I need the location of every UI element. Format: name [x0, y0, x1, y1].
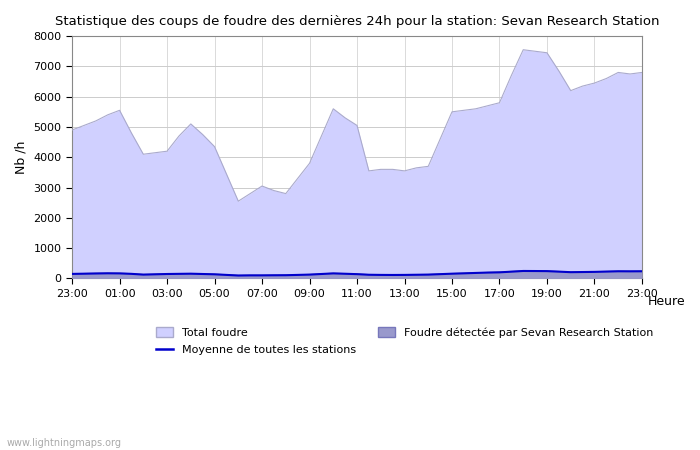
- Legend: Total foudre, Moyenne de toutes les stations, Foudre détectée par Sevan Research: Total foudre, Moyenne de toutes les stat…: [152, 323, 657, 360]
- Y-axis label: Nb /h: Nb /h: [15, 140, 28, 174]
- Text: www.lightningmaps.org: www.lightningmaps.org: [7, 438, 122, 448]
- Title: Statistique des coups de foudre des dernières 24h pour la station: Sevan Researc: Statistique des coups de foudre des dern…: [55, 15, 659, 28]
- Text: Heure: Heure: [648, 295, 685, 308]
